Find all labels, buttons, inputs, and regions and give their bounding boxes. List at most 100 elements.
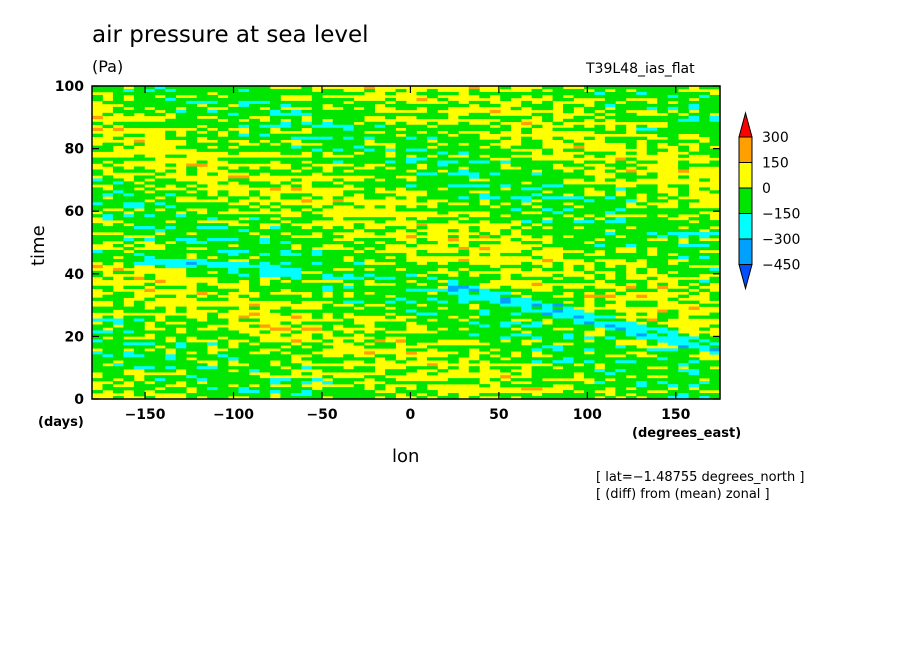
- heatmap-cell: [154, 202, 166, 206]
- heatmap-cell: [102, 288, 114, 292]
- heatmap-cell: [343, 264, 355, 269]
- heatmap-cell: [332, 184, 344, 188]
- heatmap-cell: [92, 238, 103, 242]
- heatmap-cell: [468, 297, 480, 301]
- heatmap-cell: [646, 88, 658, 93]
- heatmap-cell: [322, 285, 334, 289]
- heatmap-cell: [678, 100, 689, 105]
- heatmap-cell: [709, 303, 721, 307]
- heatmap-cell: [123, 264, 135, 269]
- heatmap-cell: [552, 193, 564, 197]
- heatmap-cell: [123, 306, 135, 310]
- heatmap-cell: [636, 238, 648, 242]
- heatmap-cell: [280, 136, 292, 140]
- heatmap-cell: [290, 282, 302, 287]
- heatmap-cell: [615, 381, 627, 385]
- heatmap-cell: [186, 136, 198, 140]
- heatmap-cell: [217, 297, 229, 301]
- heatmap-cell: [186, 193, 198, 197]
- heatmap-cell: [175, 348, 187, 352]
- heatmap-cell: [594, 226, 606, 230]
- heatmap-cell: [625, 118, 637, 123]
- heatmap-cell: [238, 336, 250, 340]
- heatmap-cell: [688, 121, 700, 126]
- heatmap-cell: [542, 345, 553, 349]
- heatmap-cell: [583, 211, 595, 215]
- heatmap-cell: [175, 354, 187, 358]
- heatmap-cell: [123, 181, 135, 185]
- heatmap-cell: [290, 226, 302, 230]
- heatmap-cell: [144, 229, 156, 233]
- heatmap-cell: [604, 238, 616, 242]
- heatmap-cell: [542, 199, 553, 203]
- heatmap-cell: [133, 327, 145, 331]
- heatmap-cell: [207, 267, 218, 272]
- heatmap-cell: [416, 321, 428, 325]
- heatmap-cell: [249, 375, 260, 379]
- heatmap-cell: [678, 115, 689, 120]
- heatmap-cell: [426, 306, 438, 310]
- heatmap-cell: [311, 157, 323, 161]
- heatmap-cell: [269, 273, 281, 278]
- heatmap-cell: [332, 381, 344, 385]
- heatmap-cell: [646, 378, 658, 382]
- heatmap-cell: [500, 91, 512, 96]
- heatmap-field: [92, 86, 721, 400]
- heatmap-cell: [144, 88, 156, 93]
- heatmap-cell: [552, 235, 564, 239]
- heatmap-cell: [311, 130, 323, 134]
- heatmap-cell: [332, 321, 344, 325]
- heatmap-cell: [290, 163, 302, 167]
- heatmap-cell: [458, 297, 470, 301]
- heatmap-cell: [249, 100, 260, 105]
- heatmap-cell: [175, 238, 187, 242]
- heatmap-cell: [238, 243, 250, 248]
- heatmap-cell: [165, 103, 177, 108]
- heatmap-cell: [133, 109, 145, 114]
- heatmap-cell: [165, 243, 177, 248]
- heatmap-cell: [112, 100, 124, 105]
- heatmap-cell: [374, 300, 386, 304]
- heatmap-cell: [573, 94, 585, 99]
- heatmap-cell: [468, 220, 480, 224]
- heatmap-cell: [92, 214, 103, 218]
- heatmap-cell: [510, 264, 522, 269]
- heatmap-cell: [447, 279, 459, 284]
- heatmap-cell: [228, 267, 239, 272]
- heatmap-cell: [563, 321, 574, 325]
- heatmap-cell: [437, 291, 449, 295]
- heatmap-cell: [133, 178, 145, 182]
- heatmap-cell: [426, 157, 438, 161]
- heatmap-cell: [332, 282, 344, 287]
- heatmap-cell: [458, 381, 470, 385]
- heatmap-cell: [301, 390, 313, 394]
- heatmap-cell: [657, 229, 669, 233]
- heatmap-cell: [154, 342, 166, 346]
- heatmap-cell: [175, 241, 187, 245]
- heatmap-cell: [594, 267, 606, 272]
- heatmap-cell: [385, 127, 396, 132]
- heatmap-cell: [447, 172, 459, 176]
- heatmap-cell: [249, 390, 260, 394]
- heatmap-cell: [374, 309, 386, 313]
- heatmap-cell: [123, 321, 135, 325]
- heatmap-cell: [552, 312, 564, 316]
- heatmap-cell: [615, 324, 627, 328]
- heatmap-cell: [699, 86, 710, 90]
- heatmap-cell: [102, 375, 114, 379]
- heatmap-cell: [249, 238, 260, 242]
- heatmap-cell: [395, 327, 407, 331]
- heatmap-cell: [311, 181, 323, 185]
- heatmap-cell: [186, 214, 198, 218]
- heatmap-cell: [217, 190, 229, 194]
- heatmap-cell: [395, 241, 407, 245]
- heatmap-cell: [563, 360, 574, 364]
- heatmap-cell: [249, 273, 260, 278]
- heatmap-cell: [604, 243, 616, 248]
- heatmap-cell: [636, 336, 648, 340]
- heatmap-cell: [353, 342, 365, 346]
- heatmap-cell: [186, 238, 198, 242]
- heatmap-cell: [353, 243, 365, 248]
- heatmap-cell: [395, 312, 407, 316]
- heatmap-cell: [542, 336, 553, 340]
